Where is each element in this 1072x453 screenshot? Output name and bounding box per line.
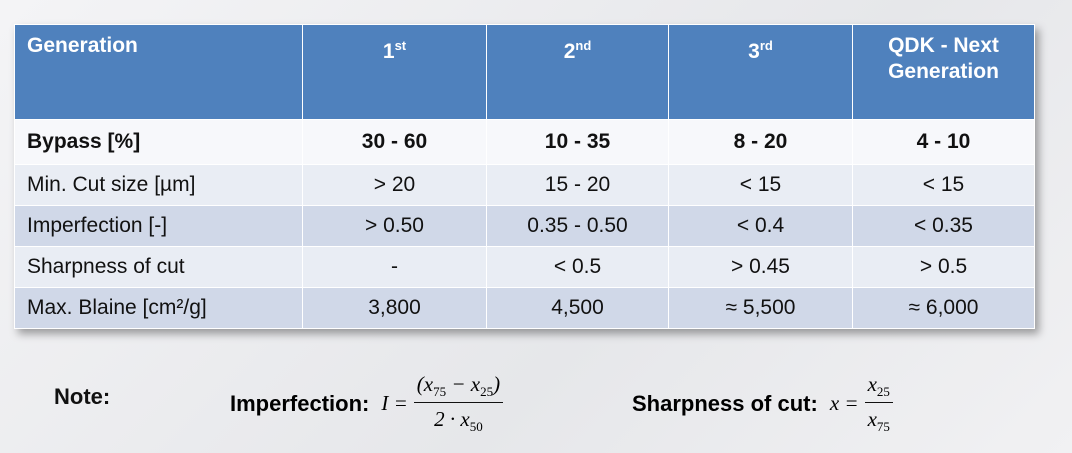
header-text: 3 (748, 40, 760, 63)
header-text: 1 (382, 40, 395, 63)
formula: Imperfection: I = (x75 − x25) 2 · x50 (230, 372, 504, 435)
numerator: (x75 − x25) (413, 372, 504, 404)
math-text: x (867, 407, 877, 432)
table-cell: < 15 (852, 164, 1035, 206)
formula-label: Imperfection: (230, 390, 370, 416)
subscript: 75 (876, 419, 890, 435)
table-row: Sharpness of cut - < 0.5 > 0.45 > 0.5 (14, 246, 1035, 288)
table-row: Imperfection [-] > 0.50 0.35 - 0.50 < 0.4 < … (14, 205, 1035, 247)
table-row: Max. Blaine [cm²/g] 3,800 4,500 ≈ 5,500 ≈ 6,… (14, 287, 1035, 329)
header-superscript: rd (759, 38, 773, 53)
comparison-table: Generation 1st 2nd 3rd QDK - Next Generation… (14, 24, 1035, 329)
row-label: Imperfection [-] (14, 205, 303, 247)
header-cell: Generation (14, 24, 303, 120)
table-cell: 10 - 35 (486, 119, 669, 165)
header-cell: 3rd (668, 24, 853, 120)
table-cell: > 0.45 (668, 246, 853, 288)
table-row: Min. Cut size [µm] > 20 15 - 20 < 15 < 15 (14, 164, 1035, 206)
fraction: (x75 − x25) 2 · x50 (413, 372, 504, 435)
numerator: x25 (864, 372, 893, 404)
table-cell: < 0.35 (852, 205, 1035, 247)
header-row: Generation 1st 2nd 3rd QDK - Next Generation (14, 24, 1035, 120)
table-row: Bypass [%] 30 - 60 10 - 35 8 - 20 4 - 10 (14, 119, 1035, 165)
math-text: (x (416, 372, 434, 396)
table-cell: > 0.5 (852, 246, 1035, 288)
table-cell: 8 - 20 (668, 119, 853, 165)
table-cell: 15 - 20 (486, 164, 669, 206)
table-cell: 0.35 - 0.50 (486, 205, 669, 247)
formula-lhs: x = (829, 391, 859, 416)
table-cell: > 20 (302, 164, 487, 206)
row-label: Sharpness of cut (14, 246, 303, 288)
fraction: x25 x75 (864, 372, 893, 435)
table-cell: 4 - 10 (852, 119, 1035, 165)
table-cell: < 0.5 (486, 246, 669, 288)
row-label: Min. Cut size [µm] (14, 164, 303, 206)
header-superscript: st (394, 38, 407, 53)
formula-label: Sharpness of cut: (632, 390, 818, 416)
header-cell: 2nd (486, 24, 669, 120)
formula-lhs: I = (381, 391, 408, 416)
subscript: 25 (480, 384, 494, 400)
denominator: x75 (865, 403, 893, 435)
table-cell: - (302, 246, 487, 288)
header-cell: QDK - Next Generation (852, 24, 1035, 120)
denominator: 2 · x50 (431, 403, 486, 435)
row-label: Max. Blaine [cm²/g] (14, 287, 303, 329)
math-text: x (867, 372, 877, 396)
table-cell: ≈ 6,000 (852, 287, 1035, 329)
header-superscript: nd (575, 38, 592, 53)
table-cell: < 15 (668, 164, 853, 206)
subscript: 25 (876, 384, 890, 400)
math-text: − x (446, 372, 481, 396)
table-cell: 3,800 (302, 287, 487, 329)
table-cell: 30 - 60 (302, 119, 487, 165)
note-label: Note: (54, 384, 111, 409)
math-text: ) (493, 372, 501, 396)
note-section: Note: Imperfection: I = (x75 − x25) 2 · x50… (0, 370, 1072, 440)
subscript: 50 (469, 419, 483, 435)
table-cell: ≈ 5,500 (668, 287, 853, 329)
header-text: 2 (563, 40, 576, 63)
math-text: 2 · x (434, 407, 470, 432)
table-cell: < 0.4 (668, 205, 853, 247)
table-cell: 4,500 (486, 287, 669, 329)
header-cell: 1st (302, 24, 487, 120)
subscript: 75 (433, 384, 447, 400)
formula: Sharpness of cut: x = x25 x75 (632, 372, 893, 435)
table-cell: > 0.50 (302, 205, 487, 247)
row-label: Bypass [%] (14, 119, 303, 165)
